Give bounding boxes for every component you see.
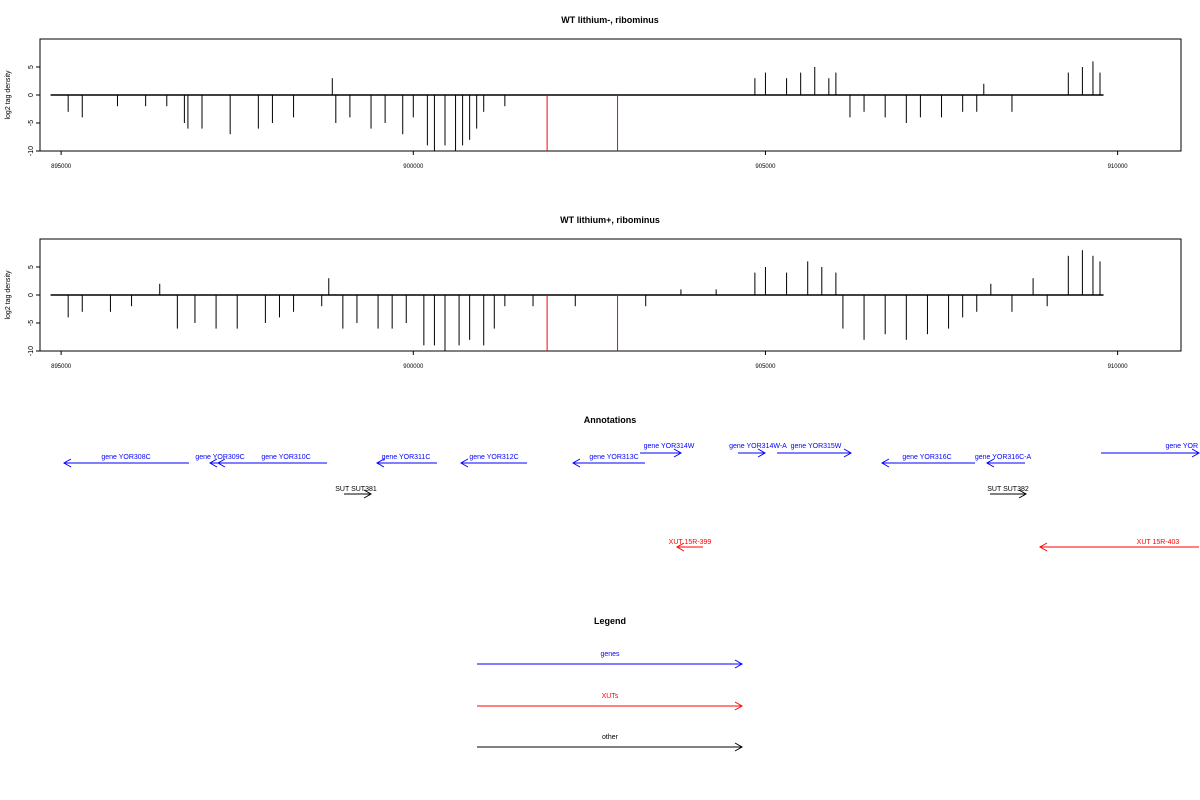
annotation-label: gene YOR316C — [902, 454, 951, 461]
y-tick-label: -5 — [28, 320, 35, 326]
track-panel-lithium-minus: WT lithium-, ribominus log2 tag density -1… — [5, 15, 1182, 170]
y-tick-label: 5 — [28, 265, 35, 269]
annotation-label: SUT SUT381 — [335, 486, 377, 493]
annotation-label: gene YOR — [1165, 443, 1198, 450]
annotation-label: gene YOR314W-A — [729, 443, 787, 450]
annotation-label: gene YOR314W — [644, 443, 695, 450]
arrow-head — [459, 458, 469, 468]
chart-title: WT lithium-, ribominus — [561, 15, 659, 25]
annotation-label: XUT 15R-399 — [669, 539, 712, 546]
arrow-head — [880, 458, 890, 468]
legend-label: other — [602, 734, 619, 741]
y-tick-label: -5 — [28, 120, 35, 126]
y-tick-label: -10 — [28, 346, 35, 356]
annotation-label: gene YOR316C-A — [975, 454, 1032, 461]
legend-label: XUTs — [602, 693, 619, 700]
x-tick-label: 905000 — [755, 364, 776, 370]
annotation-label: gene YOR311C — [382, 454, 431, 461]
arrow-head — [363, 489, 373, 499]
y-tick-label: 5 — [28, 65, 35, 69]
arrow-head — [843, 448, 853, 458]
y-tick-label: 0 — [28, 93, 35, 97]
arrow-head — [673, 448, 683, 458]
x-tick-label: 910000 — [1108, 164, 1129, 170]
arrow-head — [734, 701, 744, 711]
legend-label: genes — [600, 651, 620, 658]
annotation-label: gene YOR315W — [791, 443, 842, 450]
x-tick-label: 900000 — [403, 164, 424, 170]
annotation-label: gene YOR309C — [195, 454, 244, 461]
arrow-head — [675, 542, 685, 552]
annotations-title: Annotations — [584, 415, 637, 425]
annotation-label: gene YOR310C — [261, 454, 310, 461]
annotation-label: gene YOR312C — [469, 454, 518, 461]
x-tick-label: 900000 — [403, 364, 424, 370]
legend-title: Legend — [594, 616, 626, 626]
arrow-head — [571, 458, 581, 468]
x-tick-label: 910000 — [1108, 364, 1129, 370]
annotation-label: XUT 15R-403 — [1137, 539, 1180, 546]
arrow-head — [1191, 448, 1200, 458]
arrow-head — [208, 458, 218, 468]
arrow-head — [216, 458, 226, 468]
arrow-head — [1018, 489, 1028, 499]
y-tick-label: -10 — [28, 146, 35, 156]
chart-title: WT lithium+, ribominus — [560, 215, 660, 225]
arrow-head — [1038, 542, 1048, 552]
y-tick-label: 0 — [28, 293, 35, 297]
arrow-head — [62, 458, 72, 468]
annotation-label: SUT SUT382 — [987, 486, 1029, 493]
arrow-head — [985, 458, 995, 468]
legend-panel: Legend genes XUTs other — [477, 616, 744, 752]
arrow-head — [375, 458, 385, 468]
annotation-label: gene YOR308C — [101, 454, 150, 461]
y-axis-label: log2 tag density — [5, 70, 12, 120]
y-axis-label: log2 tag density — [5, 270, 12, 320]
arrow-head — [757, 448, 767, 458]
track-panel-lithium-plus: WT lithium+, ribominus log2 tag density -1… — [5, 215, 1182, 370]
x-tick-label: 895000 — [51, 364, 72, 370]
x-tick-label: 895000 — [51, 164, 72, 170]
annotations-panel: Annotations gene YOR308C gene YOR309C gene… — [62, 415, 1200, 552]
annotation-label: gene YOR313C — [589, 454, 638, 461]
arrow-head — [734, 742, 744, 752]
x-tick-label: 905000 — [755, 164, 776, 170]
arrow-head — [734, 659, 744, 669]
